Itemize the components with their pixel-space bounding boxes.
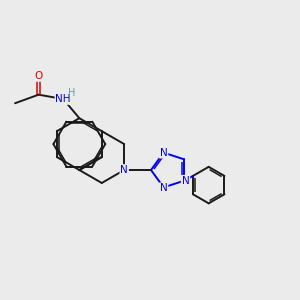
Text: N: N — [160, 183, 167, 193]
Text: H: H — [68, 88, 75, 98]
Text: NH: NH — [56, 94, 71, 104]
Text: N: N — [120, 165, 128, 175]
Text: O: O — [34, 71, 43, 81]
Text: N: N — [182, 176, 189, 186]
Text: N: N — [160, 148, 167, 158]
